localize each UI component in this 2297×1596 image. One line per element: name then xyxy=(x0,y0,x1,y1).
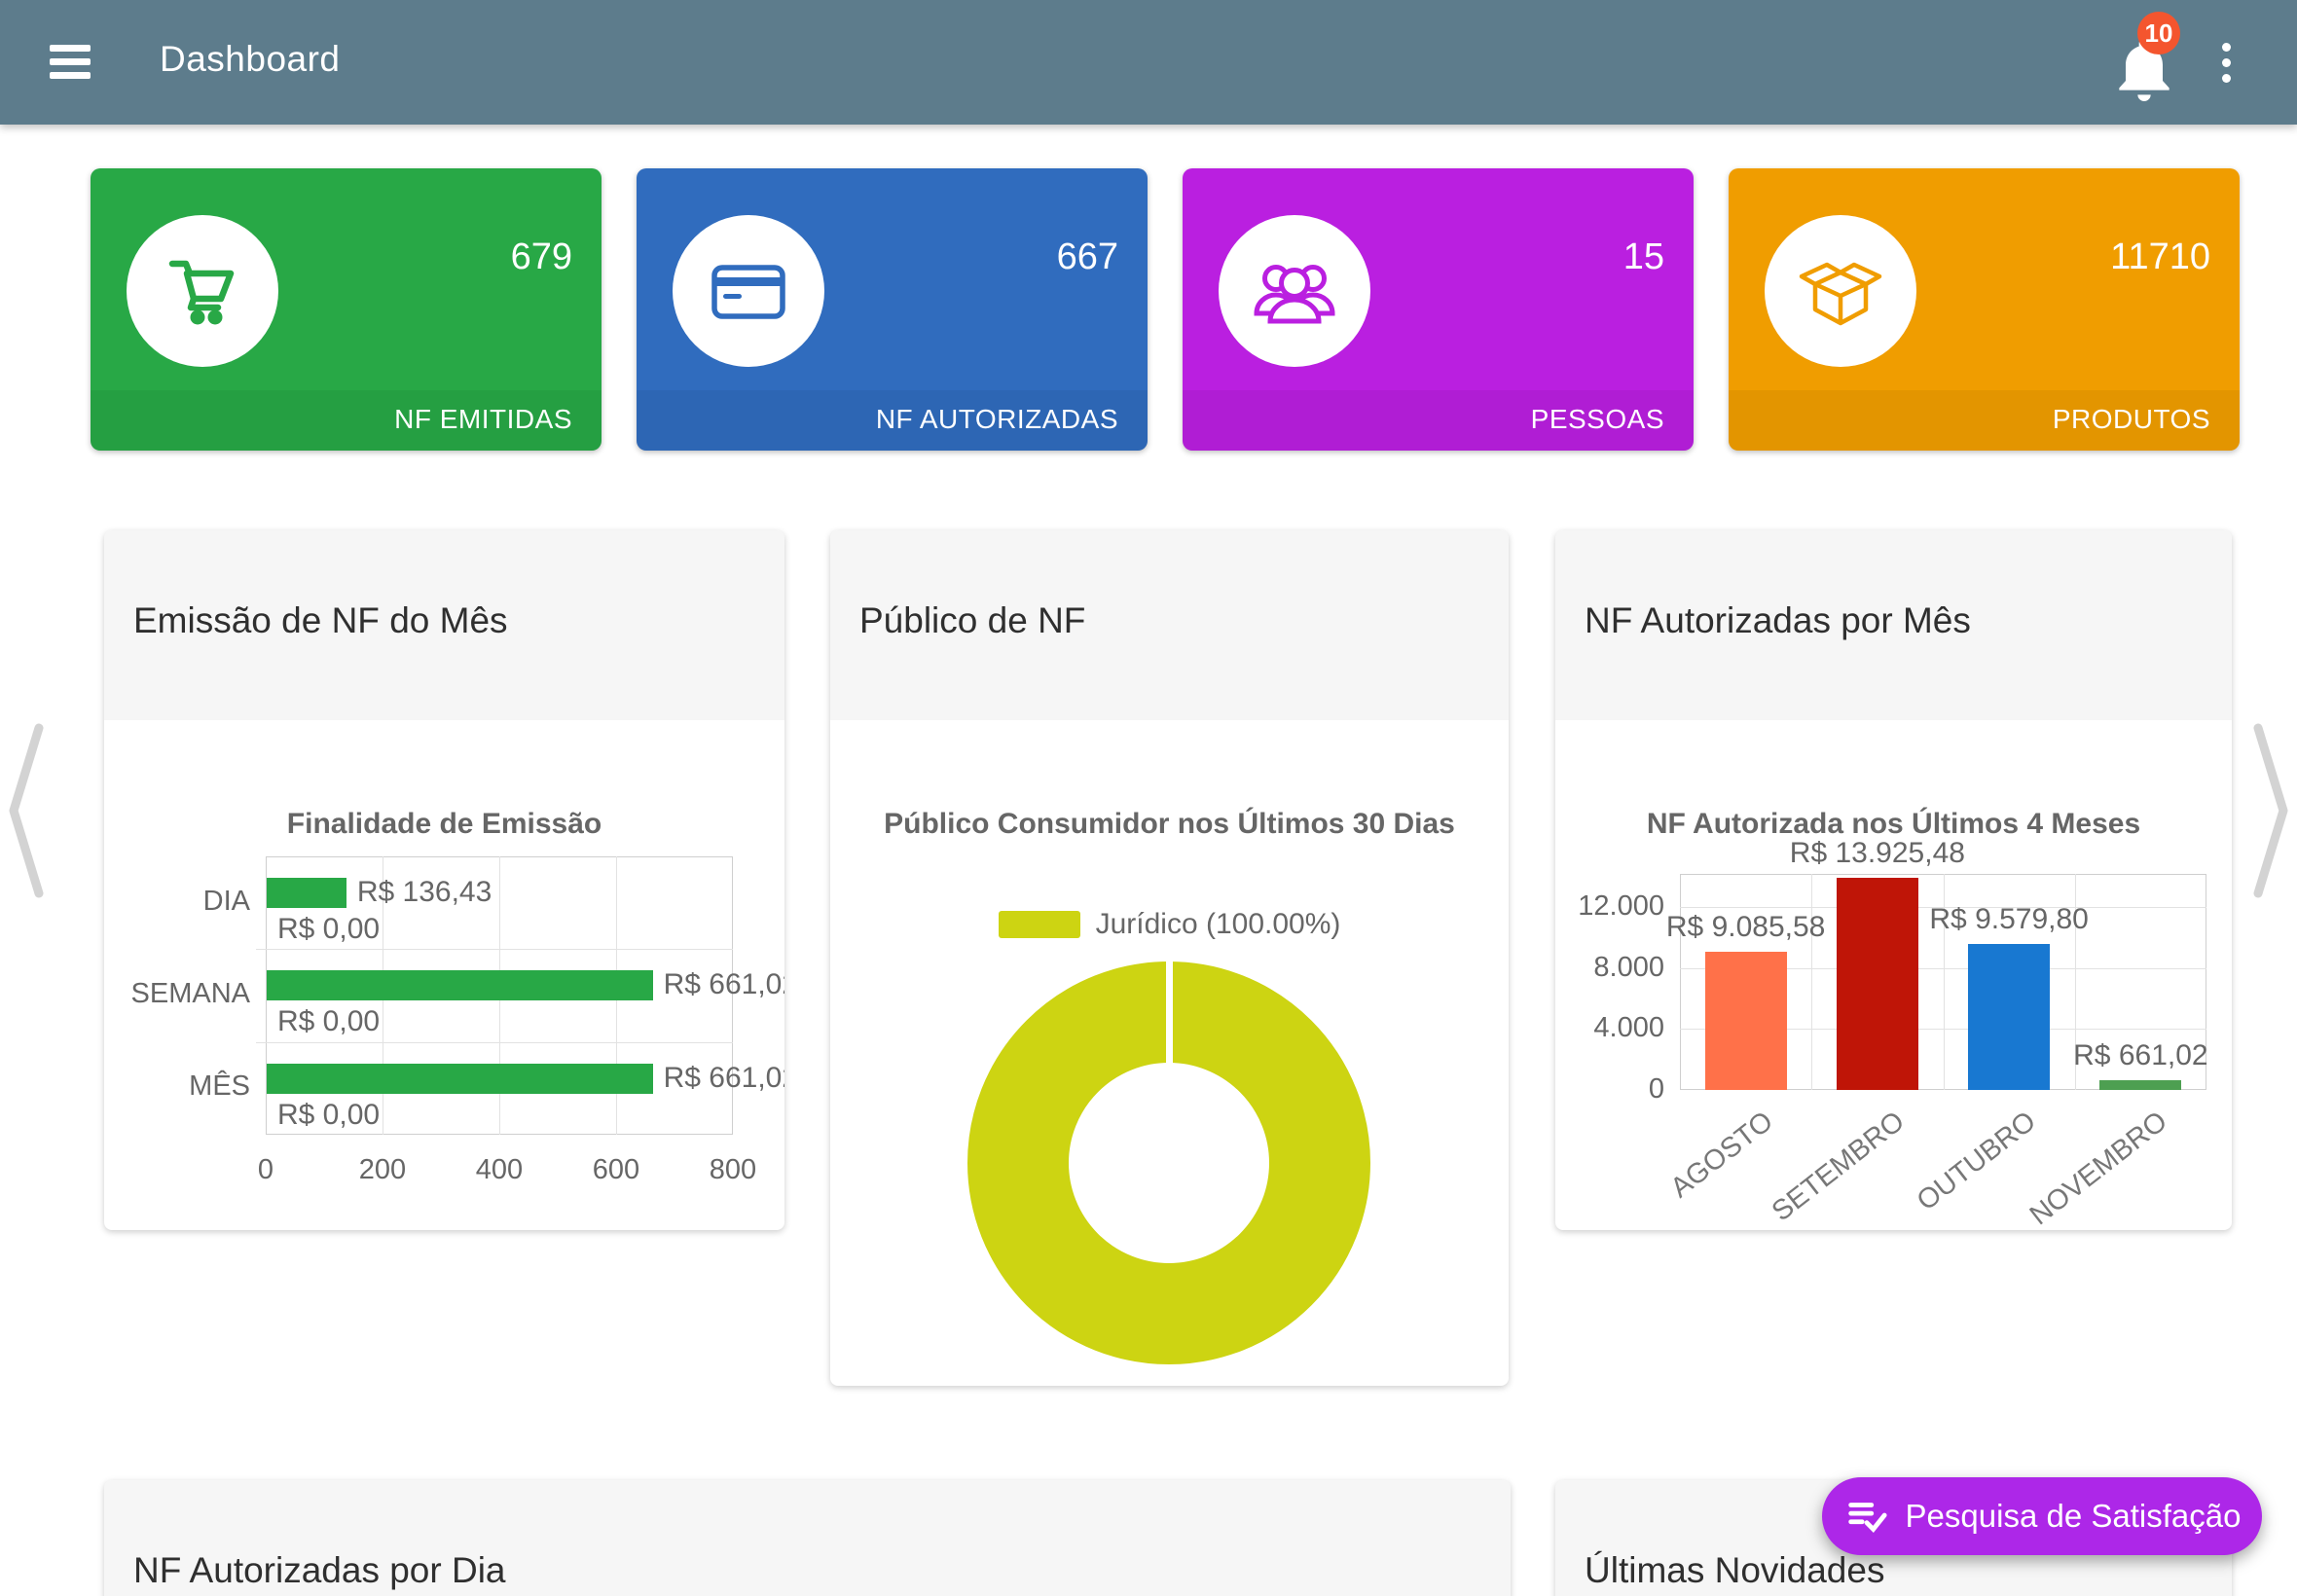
vbar-chart-title: NF Autorizada nos Últimos 4 Meses xyxy=(1646,808,2141,840)
stat-label: PESSOAS xyxy=(1530,404,1664,434)
stat-card-pessoas[interactable]: 15 PESSOAS xyxy=(1183,168,1694,451)
bar xyxy=(1704,951,1787,1090)
category-label: AGOSTO xyxy=(1664,1106,1779,1205)
bar xyxy=(267,970,653,1001)
stat-card-footer xyxy=(637,390,1148,451)
category-label: DIA xyxy=(202,885,250,917)
bar xyxy=(1836,877,1918,1090)
app-bar: Dashboard 10 xyxy=(0,0,2297,125)
menu-icon[interactable] xyxy=(50,45,91,80)
donut-slice-gap xyxy=(1166,959,1173,1066)
stat-icon-circle xyxy=(127,215,278,367)
panel-publico-nf: Público de NF Público Consumidor nos Últ… xyxy=(830,530,1509,1386)
panel-header: NF Autorizadas por Dia xyxy=(104,1480,1511,1596)
donut-legend-swatch xyxy=(998,911,1080,938)
x-tick-label: 0 xyxy=(257,1154,274,1185)
gridline xyxy=(1943,874,1945,1090)
playlist-check-icon xyxy=(1847,1503,1887,1534)
bar-value-label: R$ 661,02 xyxy=(2073,1038,2208,1071)
box-icon xyxy=(1799,262,1882,326)
stat-icon-circle xyxy=(1765,215,1916,367)
panel-title: Últimas Novidades xyxy=(1585,1550,1885,1590)
cart-icon xyxy=(168,260,235,325)
bar-value-label: R$ 661,02 xyxy=(663,968,784,1001)
bar xyxy=(2099,1079,2182,1090)
bar-value-label: R$ 13.925,48 xyxy=(1789,836,1965,869)
stat-label: NF EMITIDAS xyxy=(394,404,572,434)
bar-value-label: R$ 9.579,80 xyxy=(1929,902,2089,935)
hbar-chart: 0 200 400 600 800 DIA R$ 136,43 R$ 0,00 SEMANA R$… xyxy=(104,530,784,1230)
stat-card-footer xyxy=(91,390,602,451)
stat-value: 15 xyxy=(1622,236,1664,277)
gridline xyxy=(1811,874,1813,1090)
y-tick-label: 12.000 xyxy=(1578,889,1664,922)
bar xyxy=(267,1063,653,1094)
carousel-prev-button[interactable] xyxy=(4,718,47,903)
notification-badge: 10 xyxy=(2137,12,2180,54)
stat-label: NF AUTORIZADAS xyxy=(875,404,1118,434)
carousel-next-button[interactable] xyxy=(2250,718,2293,903)
stat-card-footer xyxy=(1729,390,2240,451)
fab-label: Pesquisa de Satisfação xyxy=(1905,1498,2242,1534)
gridline xyxy=(2074,874,2076,1090)
x-tick-label: 200 xyxy=(358,1154,407,1185)
bar-value-label: R$ 0,00 xyxy=(277,1005,381,1038)
x-tick-label: 800 xyxy=(709,1154,757,1185)
bar-value-label: R$ 0,00 xyxy=(277,1098,381,1131)
panel-title: Público de NF xyxy=(859,600,1086,640)
stat-icon-circle xyxy=(673,215,824,367)
x-tick-label: 400 xyxy=(475,1154,524,1185)
category-label: SEMANA xyxy=(130,978,250,1009)
y-tick-label: 4.000 xyxy=(1593,1012,1664,1044)
bar-value-label: R$ 0,00 xyxy=(277,913,381,945)
credit-card-icon xyxy=(711,265,785,319)
bar xyxy=(1968,943,2051,1090)
panel-title: NF Autorizadas por Mês xyxy=(1585,600,1971,640)
stat-card-nf-emitidas[interactable]: 679 NF EMITIDAS xyxy=(91,168,602,451)
panel-header: Emissão de NF do Mês xyxy=(104,530,784,720)
y-tick-label: 8.000 xyxy=(1593,951,1664,983)
panel-title: Emissão de NF do Mês xyxy=(133,600,508,640)
stat-card-produtos[interactable]: 11710 PRODUTOS xyxy=(1729,168,2240,451)
stat-card-footer xyxy=(1183,390,1694,451)
panel-header: Público de NF xyxy=(830,530,1509,720)
stat-label: PRODUTOS xyxy=(2052,404,2210,434)
gridline xyxy=(256,949,733,951)
panel-emissao-nf-mes: Emissão de NF do Mês Finalidade de Emiss… xyxy=(104,530,784,1230)
gridline xyxy=(256,1041,733,1043)
y-tick-label: 0 xyxy=(1648,1073,1664,1105)
overflow-menu-icon[interactable] xyxy=(2209,39,2244,88)
stat-value: 667 xyxy=(1056,236,1118,277)
x-tick-label: 600 xyxy=(592,1154,640,1185)
panel-nf-autorizadas-dia: NF Autorizadas por Dia xyxy=(104,1480,1511,1596)
bar-value-label: R$ 9.085,58 xyxy=(1665,910,1826,943)
vbar-chart: 0 4.000 8.000 12.000 R$ 9.085,58 AGOSTO R$ 13.… xyxy=(1555,530,2232,1230)
pesquisa-satisfacao-button[interactable]: Pesquisa de Satisfação xyxy=(1822,1477,2262,1555)
bar-value-label: R$ 661,02 xyxy=(663,1061,784,1094)
page-title: Dashboard xyxy=(160,39,341,79)
stat-icon-circle xyxy=(1219,215,1370,367)
chevron-left-icon xyxy=(9,723,44,898)
stat-card-nf-autorizadas[interactable]: 667 NF AUTORIZADAS xyxy=(637,168,1148,451)
people-icon xyxy=(1254,265,1335,324)
stat-value: 11710 xyxy=(2110,236,2210,277)
stat-value: 679 xyxy=(510,236,572,277)
panel-nf-autorizadas-mes: NF Autorizadas por Mês NF Autorizada nos… xyxy=(1555,530,2232,1230)
category-label: MÊS xyxy=(189,1070,250,1103)
hbar-chart-title: Finalidade de Emissão xyxy=(286,808,602,840)
chevron-right-icon xyxy=(2253,723,2288,898)
donut-legend-label: Jurídico (100.00%) xyxy=(1095,908,1341,940)
panel-header: NF Autorizadas por Mês xyxy=(1555,530,2232,720)
panel-title: NF Autorizadas por Dia xyxy=(133,1550,506,1590)
donut-legend: Jurídico (100.00%) xyxy=(830,908,1509,941)
donut-chart-title: Público Consumidor nos Últimos 30 Dias xyxy=(884,808,1455,840)
bar-value-label: R$ 136,43 xyxy=(356,876,492,908)
bar xyxy=(267,878,346,908)
